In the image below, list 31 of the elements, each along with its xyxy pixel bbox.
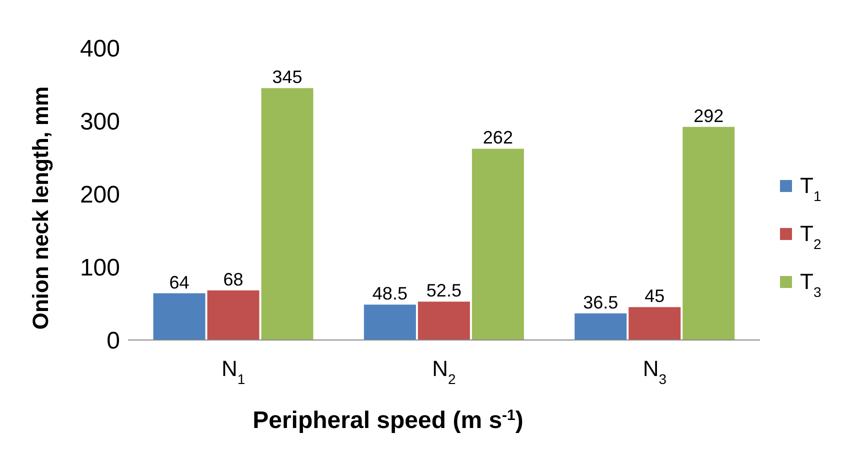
- y-tick-label: 100: [80, 254, 120, 282]
- bar: [682, 126, 735, 340]
- y-axis-title: Onion neck length, mm: [28, 86, 53, 330]
- data-label: 68: [223, 269, 244, 290]
- y-tick-label: 400: [80, 36, 120, 63]
- x-tick-label: N$_{2}$: [432, 356, 456, 387]
- y-tick-label: 300: [80, 108, 120, 136]
- x-tick-label: N$_{1}$: [221, 356, 246, 387]
- data-label: 64: [169, 272, 190, 292]
- bar: [628, 307, 681, 340]
- data-label: 36.5: [583, 292, 618, 312]
- data-label: 52.5: [426, 280, 462, 301]
- data-label: 45: [644, 286, 665, 306]
- data-label: 345: [272, 67, 302, 88]
- legend-label: T$_{1}$: [800, 173, 822, 204]
- y-tick-label: 200: [80, 182, 120, 209]
- bar: [418, 302, 470, 340]
- x-tick-label: N$_{3}$: [642, 356, 667, 387]
- legend-label: T$_{3}$: [800, 269, 822, 300]
- bar: [207, 290, 260, 340]
- bar: [472, 148, 524, 340]
- data-label: 292: [694, 106, 724, 126]
- bar: [574, 313, 627, 340]
- y-tick-label: 0: [106, 328, 120, 355]
- data-label: 262: [482, 128, 513, 148]
- legend-label: T$_{2}$: [800, 221, 822, 252]
- bar: [153, 293, 206, 340]
- bar: [261, 88, 314, 340]
- data-label: 48.5: [372, 284, 408, 304]
- bar: [364, 304, 416, 340]
- x-axis-title: Peripheral speed (m s$^{-1}$): [252, 406, 524, 434]
